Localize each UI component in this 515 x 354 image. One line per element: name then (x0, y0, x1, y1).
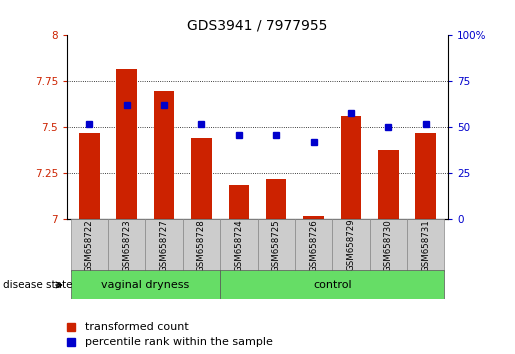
Text: transformed count: transformed count (85, 321, 189, 332)
Bar (407, 219, 444, 271)
Bar (229, 184, 249, 219)
Bar (416, 133, 436, 219)
Text: GSM658723: GSM658723 (122, 219, 131, 272)
Bar (71, 270, 220, 299)
Text: GSM658726: GSM658726 (309, 219, 318, 272)
Bar (71, 219, 108, 271)
Bar (183, 219, 220, 271)
Bar (295, 219, 332, 271)
Bar (108, 219, 145, 271)
Text: vaginal dryness: vaginal dryness (101, 280, 190, 290)
Bar (370, 219, 407, 271)
Text: GSM658729: GSM658729 (347, 219, 355, 272)
Bar (266, 179, 286, 219)
Bar (191, 138, 212, 219)
Title: GDS3941 / 7977955: GDS3941 / 7977955 (187, 19, 328, 33)
Bar (220, 270, 444, 299)
Text: disease state: disease state (3, 280, 72, 290)
Text: GSM658727: GSM658727 (160, 219, 168, 272)
Bar (154, 91, 175, 219)
Text: GSM658731: GSM658731 (421, 219, 430, 272)
Bar (340, 116, 361, 219)
Bar (258, 219, 295, 271)
Bar (220, 219, 258, 271)
Bar (116, 69, 137, 219)
Bar (378, 149, 399, 219)
Bar (79, 133, 99, 219)
Bar (303, 216, 324, 219)
Text: GSM658722: GSM658722 (85, 219, 94, 272)
Text: GSM658728: GSM658728 (197, 219, 206, 272)
Text: GSM658725: GSM658725 (272, 219, 281, 272)
Bar (145, 219, 183, 271)
Bar (332, 219, 370, 271)
Text: GSM658724: GSM658724 (234, 219, 243, 272)
Text: percentile rank within the sample: percentile rank within the sample (85, 337, 273, 348)
Text: GSM658730: GSM658730 (384, 219, 393, 272)
Text: control: control (313, 280, 352, 290)
